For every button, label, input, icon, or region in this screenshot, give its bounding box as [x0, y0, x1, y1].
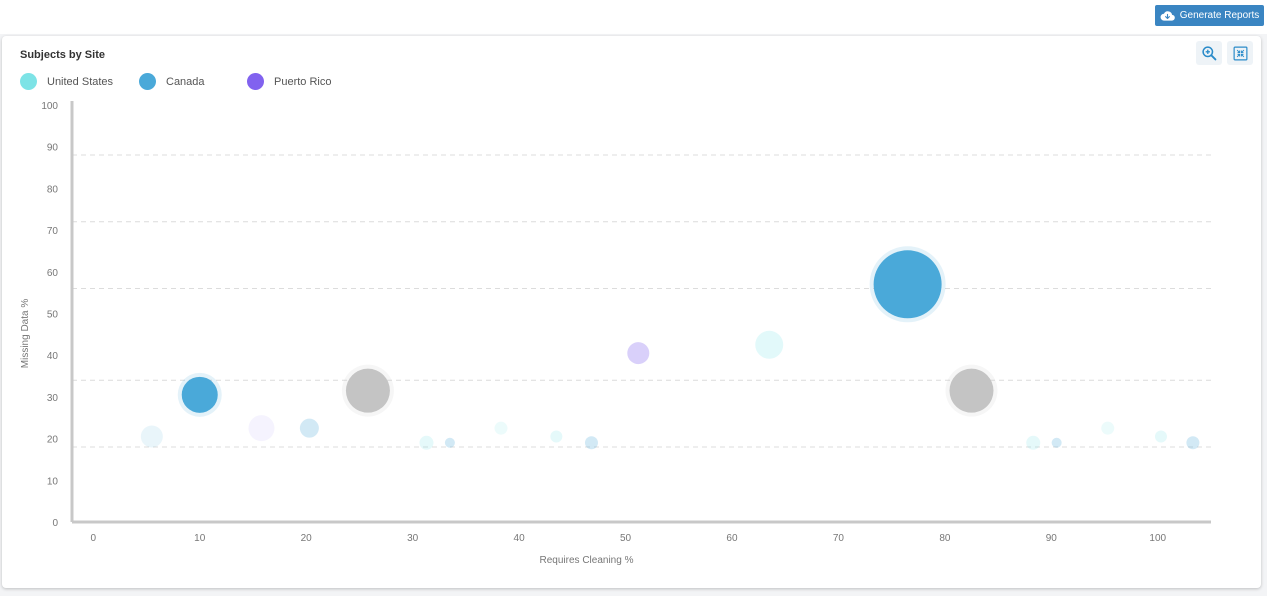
x-tick-label: 100: [1149, 533, 1166, 544]
bubble-point: [1186, 436, 1200, 450]
bubble-point: [1154, 430, 1167, 443]
y-tick-label: 100: [41, 101, 58, 112]
bubble-point: [419, 435, 434, 450]
bubble-point: [755, 330, 784, 359]
legend-swatch-united-states: [20, 73, 37, 90]
bubble-point: [550, 430, 563, 443]
y-tick-label: 0: [52, 518, 58, 529]
bubble-point: [1026, 435, 1041, 450]
bubble-point: [627, 342, 650, 365]
y-tick-label: 70: [47, 226, 59, 237]
bubble-point: [584, 436, 598, 450]
bubble-point: [494, 421, 508, 435]
bubble-chart: 0 10 20 30 40 50 60 70 80 90 100 0 10 20 30 40 50 60 70 80 9…: [20, 101, 1211, 566]
x-tick-label: 70: [833, 533, 845, 544]
bubble-point: [248, 415, 275, 442]
bubble-point: [140, 425, 163, 448]
generate-reports-label: Generate Reports: [1179, 10, 1260, 21]
x-tick-label: 10: [194, 533, 206, 544]
generate-reports-button[interactable]: Generate Reports: [1155, 5, 1264, 26]
x-tick-label: 30: [407, 533, 419, 544]
y-tick-label: 90: [47, 143, 59, 154]
y-tick-label: 60: [47, 268, 59, 279]
x-tick-label: 60: [726, 533, 738, 544]
legend-swatch-canada: [139, 73, 156, 90]
cloud-download-icon: [1160, 10, 1175, 21]
legend-label-united-states: United States: [47, 75, 114, 88]
x-axis-label: Requires Cleaning %: [540, 555, 634, 566]
x-tick-label: 80: [939, 533, 951, 544]
zoom-in-button[interactable]: [1196, 41, 1222, 65]
x-tick-label: 0: [91, 533, 97, 544]
legend-item-united-states[interactable]: United States: [20, 73, 113, 90]
legend-item-canada[interactable]: Canada: [139, 73, 205, 90]
bubble-point: [1101, 421, 1115, 435]
legend-item-puerto-rico[interactable]: Puerto Rico: [247, 73, 331, 90]
x-tick-label: 40: [514, 533, 526, 544]
x-tick-label: 50: [620, 533, 632, 544]
x-tick-label: 90: [1046, 533, 1058, 544]
bubble-point: [949, 368, 994, 413]
fullscreen-button[interactable]: [1227, 41, 1253, 65]
fullscreen-icon: [1233, 46, 1247, 60]
bubble-point: [444, 437, 455, 448]
bubble-point: [299, 418, 319, 438]
legend-label-canada: Canada: [166, 75, 205, 88]
legend-label-puerto-rico: Puerto Rico: [274, 75, 332, 88]
y-tick-label: 50: [47, 310, 59, 321]
bubble-point: [873, 250, 942, 319]
y-tick-label: 80: [47, 184, 59, 195]
y-tick-label: 40: [47, 351, 59, 362]
y-tick-label: 30: [47, 393, 59, 404]
y-tick-label: 20: [47, 435, 59, 446]
bubble-point: [1051, 437, 1062, 448]
bubble-point: [345, 368, 390, 413]
zoom-in-icon: [1201, 45, 1216, 60]
x-tick-label: 20: [301, 533, 313, 544]
y-tick-label: 10: [47, 476, 59, 487]
bubble-point: [181, 376, 218, 413]
top-bar: Generate Reports: [0, 0, 1267, 34]
chart-title: Subjects by Site: [20, 49, 105, 61]
y-axis-label: Missing Data %: [20, 299, 31, 369]
legend-swatch-puerto-rico: [247, 73, 264, 90]
chart-panel: 0 10 20 30 40 50 60 70 80 90 100 0 10 20 30 40 50 60 70 80 9…: [2, 36, 1261, 588]
